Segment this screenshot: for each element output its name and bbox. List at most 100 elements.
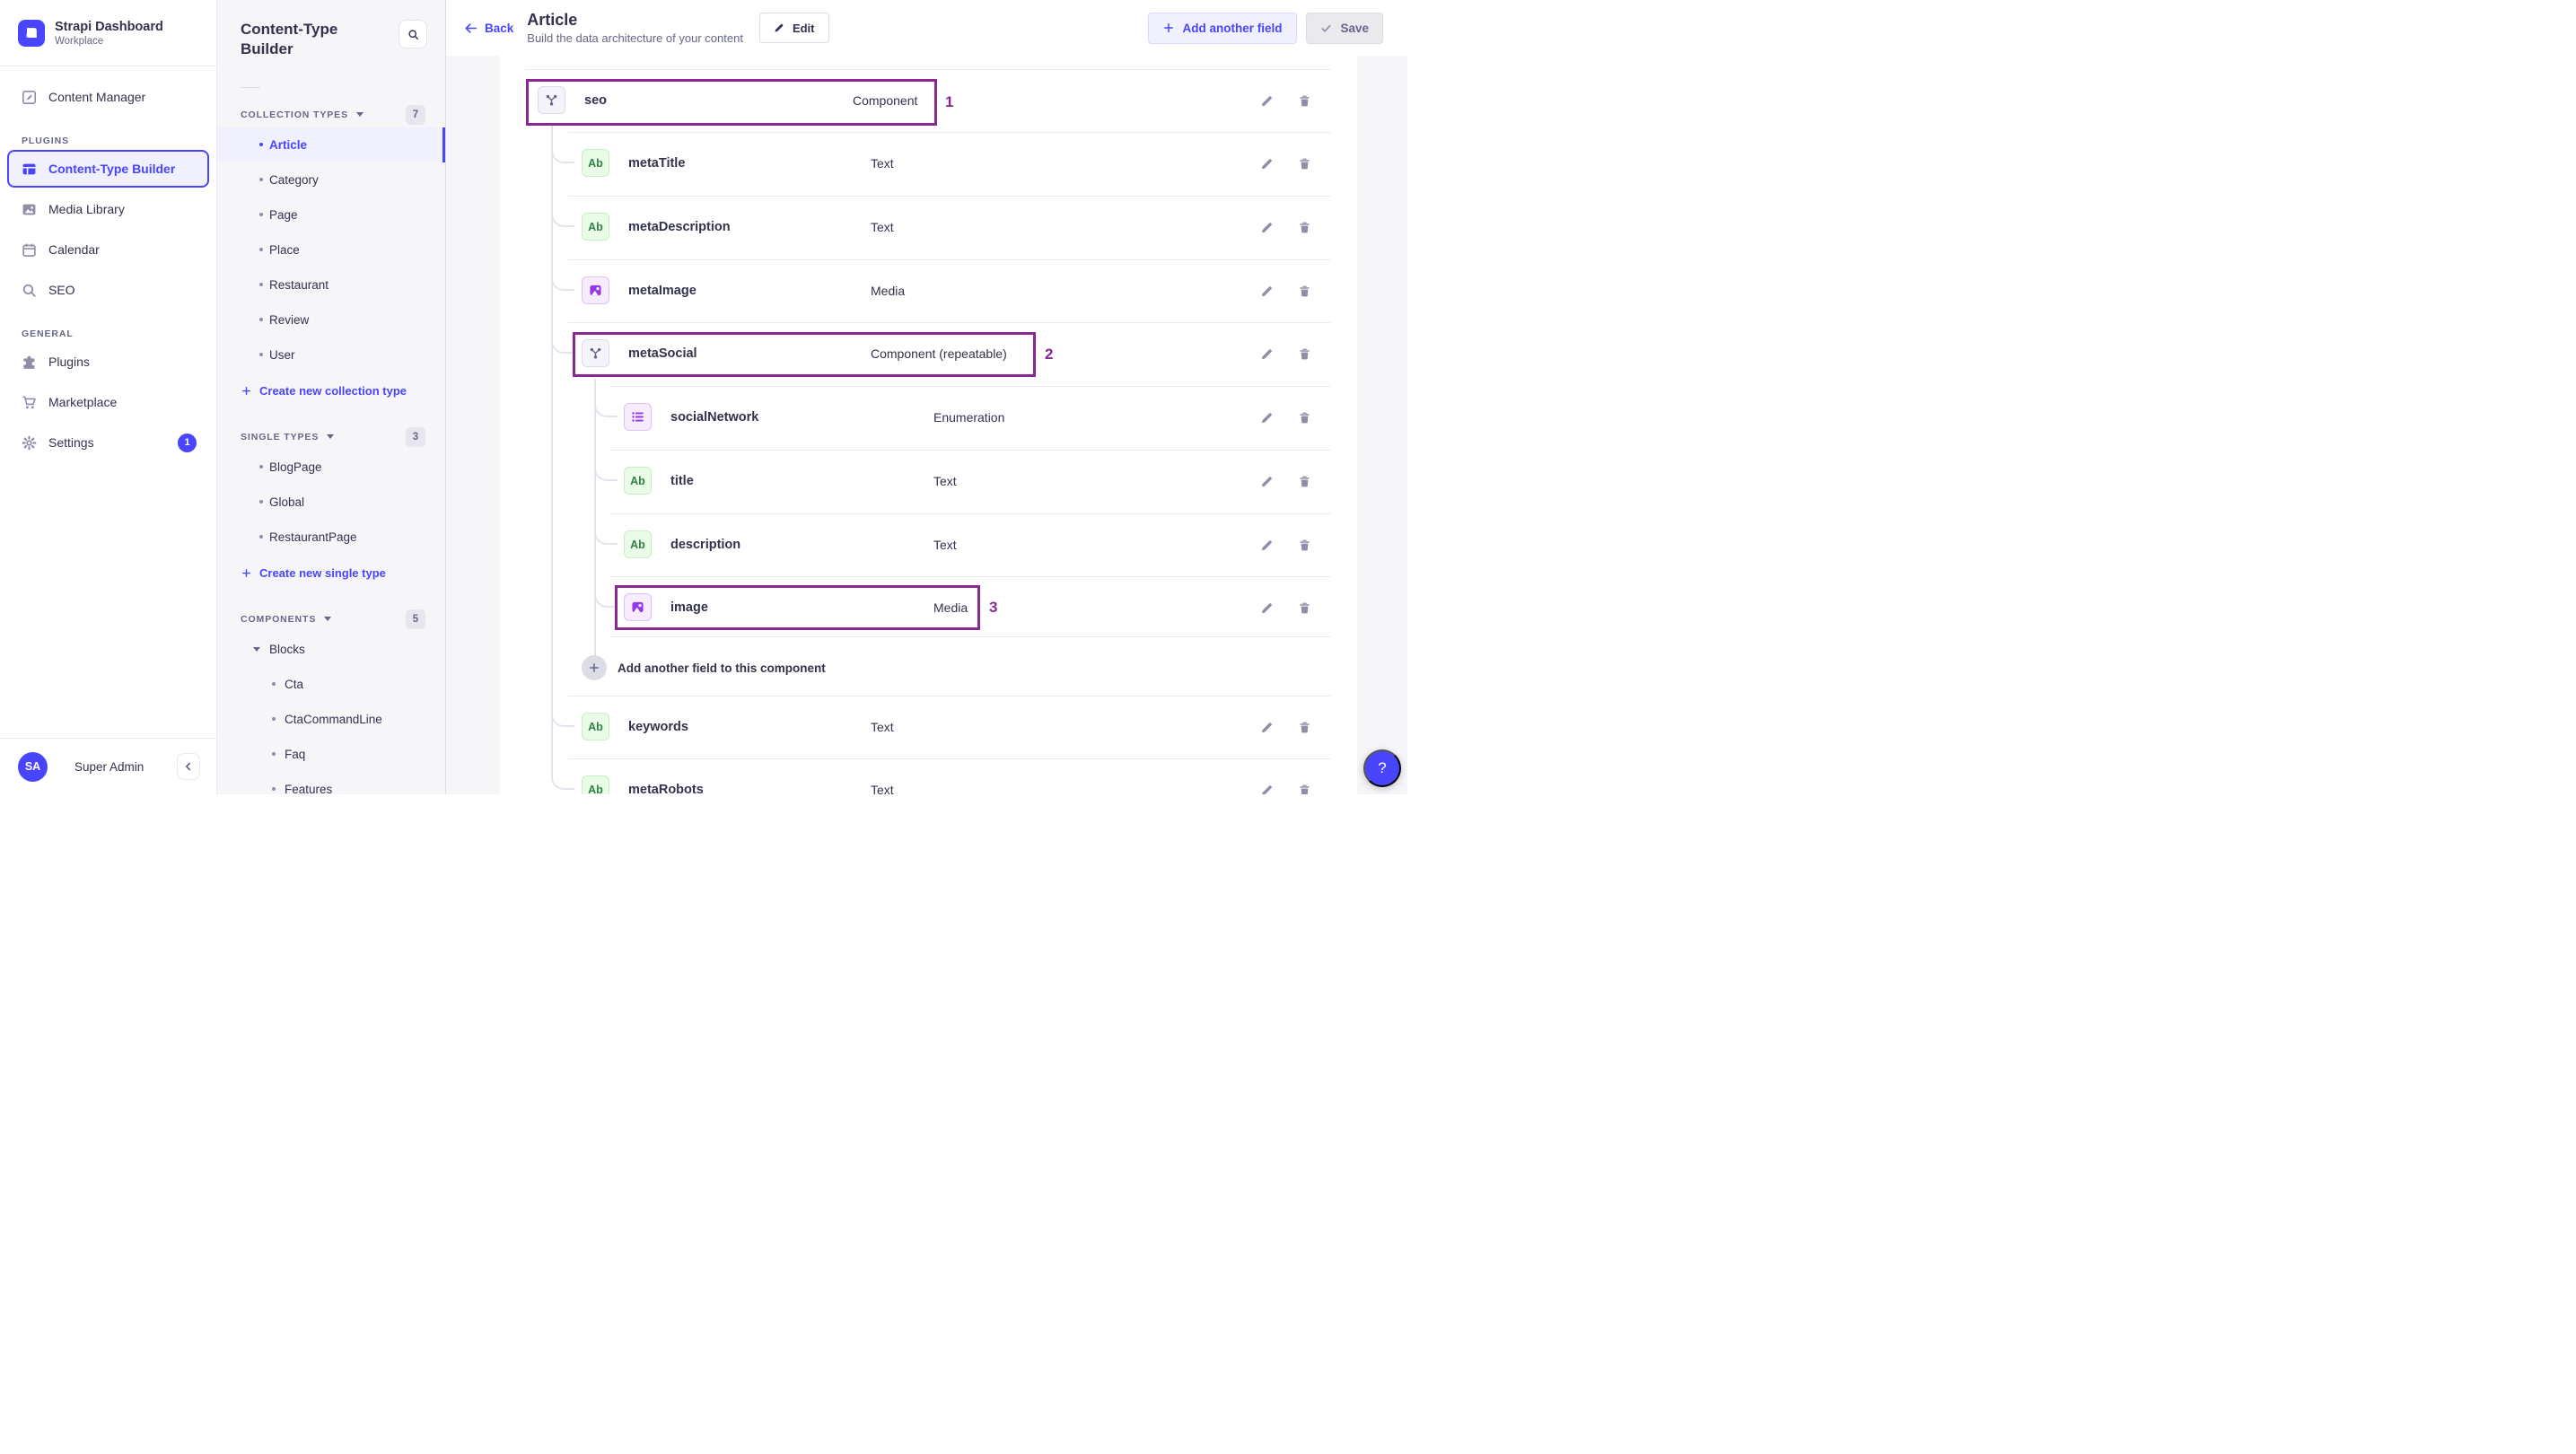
edit-field-button[interactable] <box>1254 278 1279 303</box>
main-area: Back Article Build the data architecture… <box>446 0 1407 794</box>
sidebar-item-content-type-builder[interactable]: Content-Type Builder <box>7 150 209 188</box>
component-item-label: Cta <box>285 677 304 691</box>
help-button[interactable]: ? <box>1363 749 1401 787</box>
trash-icon <box>1298 601 1311 615</box>
type-item-article[interactable]: Article <box>217 127 445 162</box>
sidebar-item-label: Plugins <box>48 355 90 369</box>
edit-field-button[interactable] <box>1254 341 1279 366</box>
pencil-icon <box>1260 157 1274 171</box>
type-item-user[interactable]: User <box>217 337 445 372</box>
edit-field-button[interactable] <box>1254 151 1279 176</box>
type-item-restaurantpage[interactable]: RestaurantPage <box>217 520 445 555</box>
component-item-features[interactable]: Features <box>217 772 445 794</box>
type-item-page[interactable]: Page <box>217 197 445 232</box>
edit-field-button[interactable] <box>1254 405 1279 430</box>
add-field-to-component-row[interactable]: Add another field to this component <box>500 636 1357 699</box>
collapse-sidebar-button[interactable] <box>177 753 200 780</box>
pencil-icon <box>1260 94 1274 108</box>
type-item-restaurant[interactable]: Restaurant <box>217 267 445 302</box>
action-create-new-single-type[interactable]: Create new single type <box>217 555 445 592</box>
delete-field-button[interactable] <box>1292 714 1317 740</box>
delete-field-button[interactable] <box>1292 595 1317 620</box>
text-field-icon: Ab <box>582 213 609 241</box>
pencil-icon <box>1260 221 1274 234</box>
field-type: Text <box>871 720 894 734</box>
delete-field-button[interactable] <box>1292 151 1317 176</box>
component-field-icon <box>538 86 565 114</box>
text-field-icon: Ab <box>624 467 652 495</box>
search-icon <box>407 29 419 40</box>
type-item-category[interactable]: Category <box>217 162 445 197</box>
component-tree-branch <box>551 267 574 291</box>
action-create-new-collection-type[interactable]: Create new collection type <box>217 372 445 410</box>
sidebar-item-seo[interactable]: SEO <box>7 271 209 309</box>
sidebar-item-settings[interactable]: Settings 1 <box>7 424 209 461</box>
search-button[interactable] <box>399 20 427 48</box>
edit-field-button[interactable] <box>1254 777 1279 794</box>
field-row-metaDescription: Ab metaDescription Text <box>500 196 1357 258</box>
component-category-blocks[interactable]: Blocks <box>217 632 445 667</box>
field-row-description: Ab description Text <box>500 513 1357 576</box>
pencil-icon <box>1260 539 1274 552</box>
edit-field-button[interactable] <box>1254 469 1279 494</box>
component-item-cta[interactable]: Cta <box>217 667 445 702</box>
panel-title: Content-Type Builder <box>241 21 338 58</box>
field-name: metaSocial <box>628 346 697 361</box>
bullet-icon <box>272 717 276 722</box>
field-name: image <box>670 600 708 615</box>
main-sidebar: Strapi Dashboard Workplace Content Manag… <box>0 0 217 794</box>
panel-groups: COLLECTION TYPES 7 Article Category Page… <box>217 102 445 794</box>
trash-icon <box>1298 285 1311 298</box>
action-label: Create new single type <box>259 566 386 581</box>
group-header-collection-types[interactable]: COLLECTION TYPES 7 <box>217 102 445 127</box>
edit-field-button[interactable] <box>1254 88 1279 113</box>
bullet-icon <box>272 682 276 687</box>
component-tree-branch <box>594 394 618 417</box>
delete-field-button[interactable] <box>1292 469 1317 494</box>
back-link[interactable]: Back <box>464 22 513 35</box>
back-label: Back <box>485 21 514 35</box>
chevron-down-icon <box>253 646 260 652</box>
group-header-components[interactable]: COMPONENTS 5 <box>217 607 445 632</box>
edit-field-button[interactable] <box>1254 215 1279 240</box>
bullet-icon <box>272 787 276 792</box>
component-item-label: Faq <box>285 747 306 761</box>
brand-text: Strapi Dashboard Workplace <box>55 19 163 46</box>
save-button[interactable]: Save <box>1306 12 1383 44</box>
delete-field-button[interactable] <box>1292 777 1317 794</box>
sidebar-item-label: Content-Type Builder <box>48 162 176 176</box>
type-item-label: Global <box>269 495 305 509</box>
sidebar-item-calendar[interactable]: Calendar <box>7 231 209 268</box>
group-label: COLLECTION TYPES <box>241 109 348 120</box>
sidebar-item-media-library[interactable]: Media Library <box>7 190 209 228</box>
sidebar-item-content-manager[interactable]: Content Manager <box>7 78 209 116</box>
edit-field-button[interactable] <box>1254 532 1279 557</box>
component-item-faq[interactable]: Faq <box>217 737 445 772</box>
edit-button[interactable]: Edit <box>758 13 829 43</box>
delete-field-button[interactable] <box>1292 341 1317 366</box>
plus-icon <box>241 386 251 396</box>
delete-field-button[interactable] <box>1292 532 1317 557</box>
type-item-place[interactable]: Place <box>217 232 445 267</box>
delete-field-button[interactable] <box>1292 405 1317 430</box>
edit-field-button[interactable] <box>1254 595 1279 620</box>
enumeration-field-icon <box>624 403 652 431</box>
delete-field-button[interactable] <box>1292 278 1317 303</box>
pencil-icon <box>1260 475 1274 488</box>
type-item-blogpage[interactable]: BlogPage <box>217 450 445 485</box>
type-item-label: Category <box>269 172 319 187</box>
edit-field-button[interactable] <box>1254 714 1279 740</box>
type-item-review[interactable]: Review <box>217 302 445 337</box>
component-item-ctacommandline[interactable]: CtaCommandLine <box>217 702 445 737</box>
field-row-metaTitle: Ab metaTitle Text <box>500 132 1357 195</box>
sidebar-item-marketplace[interactable]: Marketplace <box>7 383 209 421</box>
strapi-logo <box>18 19 45 47</box>
delete-field-button[interactable] <box>1292 88 1317 113</box>
add-another-field-button[interactable]: Add another field <box>1148 12 1298 44</box>
sidebar-item-plugins[interactable]: Plugins <box>7 343 209 381</box>
brand-block: Strapi Dashboard Workplace <box>0 0 216 66</box>
delete-field-button[interactable] <box>1292 215 1317 240</box>
group-header-single-types[interactable]: SINGLE TYPES 3 <box>217 425 445 450</box>
plus-circle-icon[interactable] <box>582 655 607 680</box>
type-item-global[interactable]: Global <box>217 485 445 520</box>
